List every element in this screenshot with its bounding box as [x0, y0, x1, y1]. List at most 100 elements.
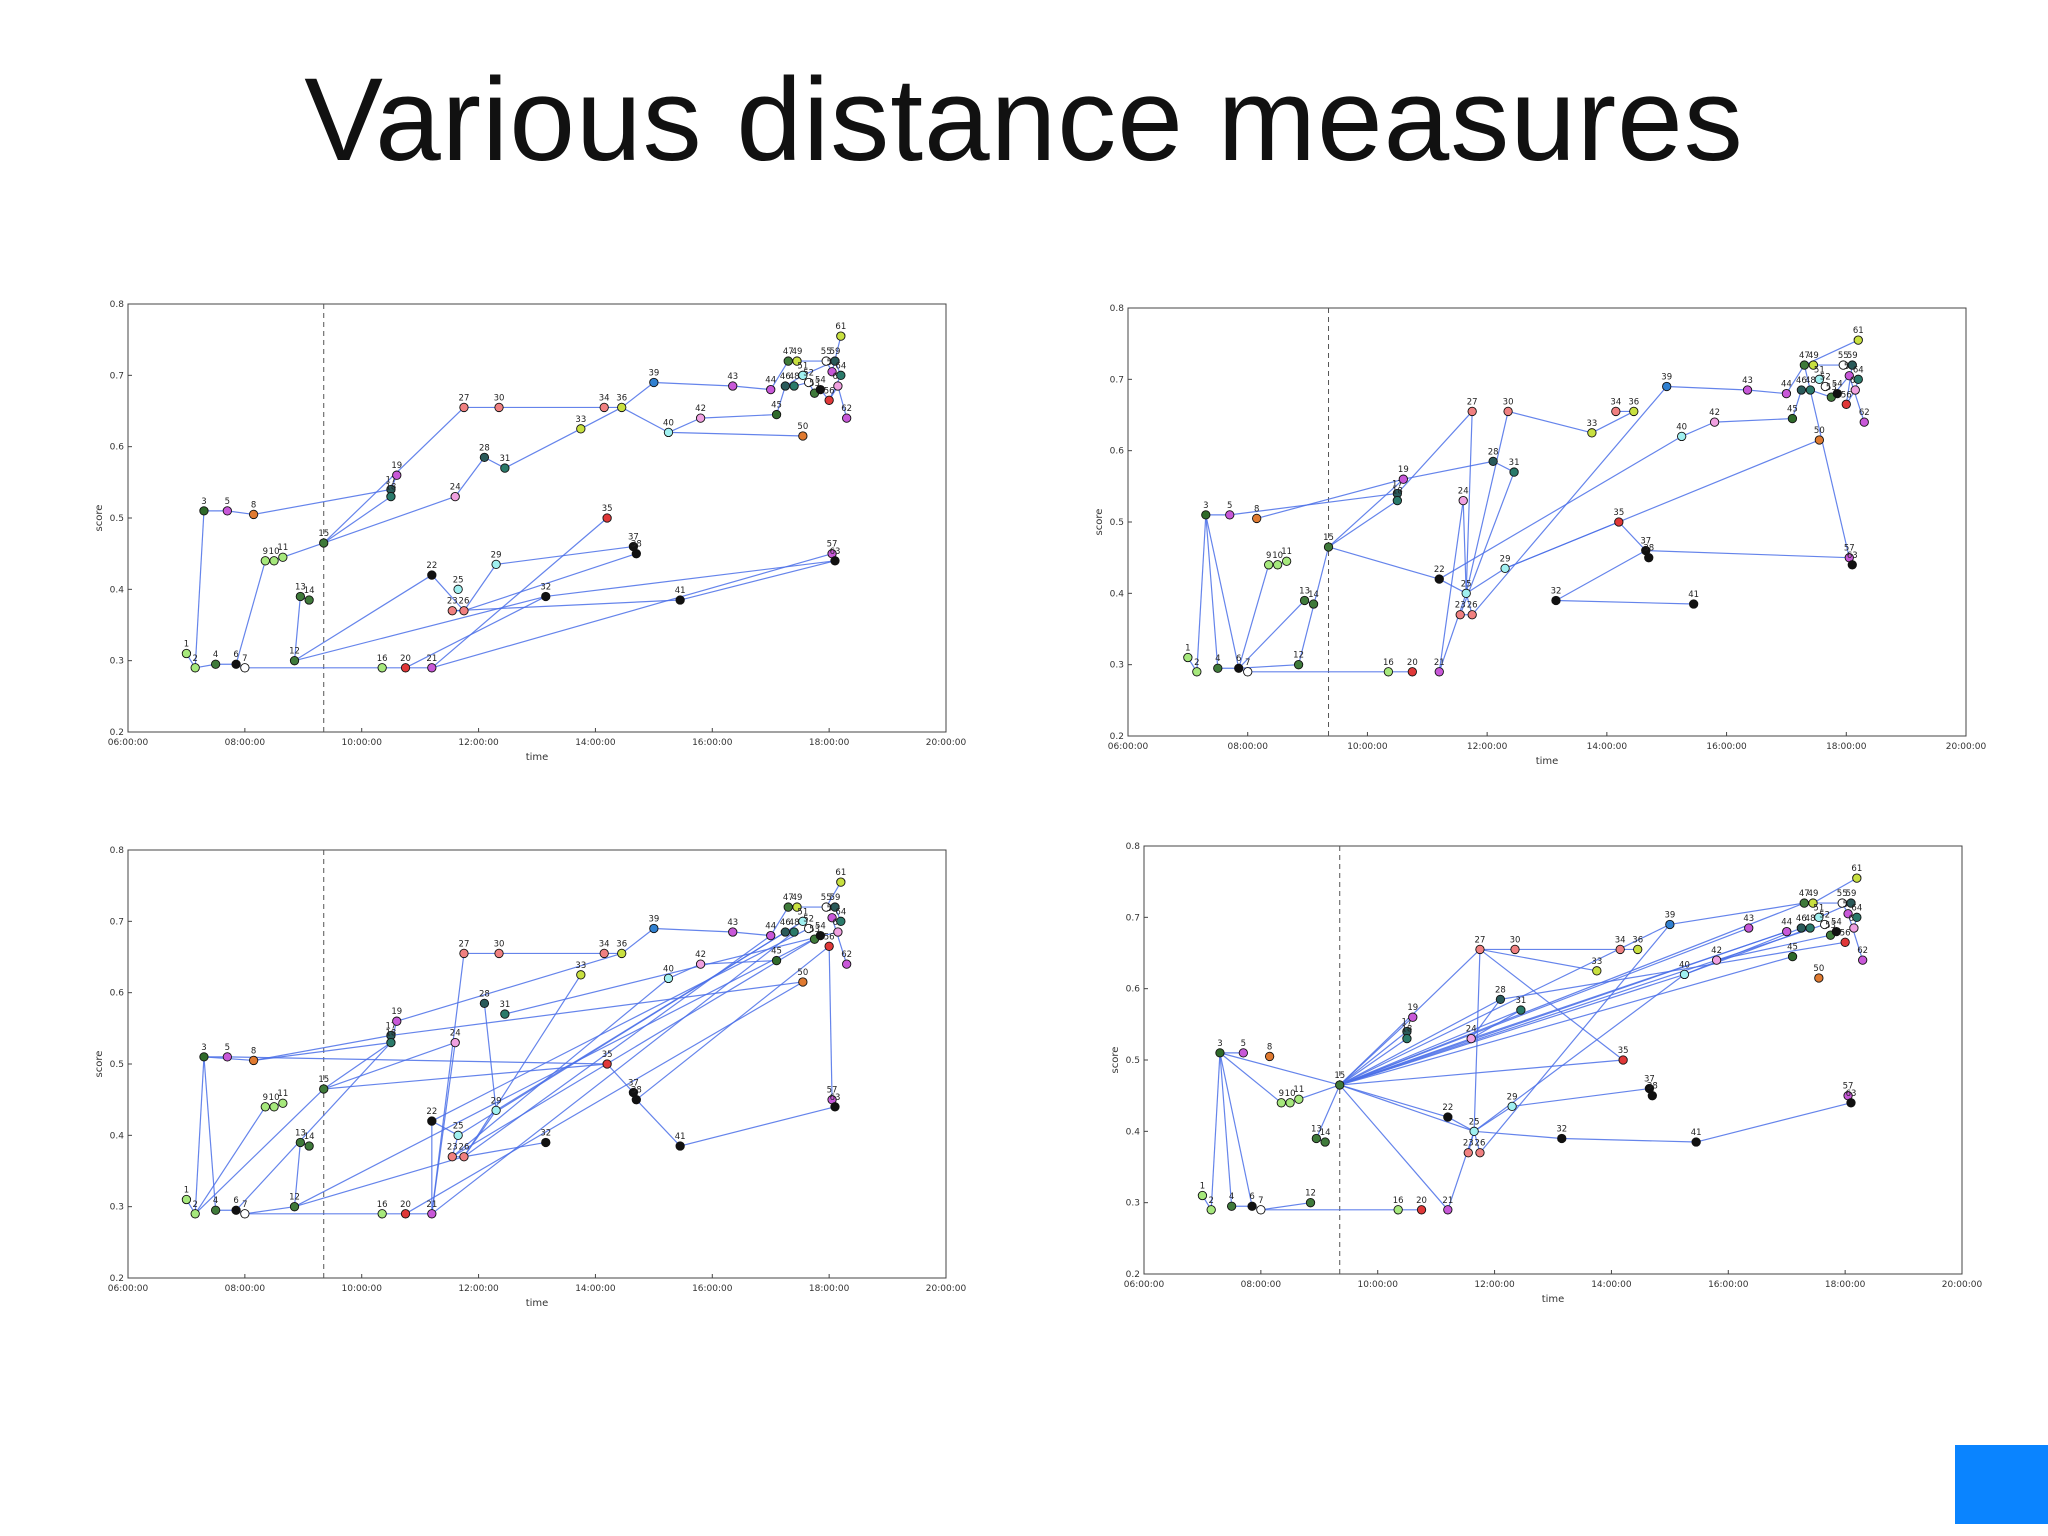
data-point	[766, 930, 776, 941]
y-tick-label: 0.3	[1110, 661, 1124, 671]
data-point	[695, 959, 706, 969]
corner-action-button[interactable]	[1955, 1445, 2048, 1524]
data-point	[541, 591, 551, 602]
data-point	[1808, 360, 1819, 370]
link-line	[1447, 1131, 1475, 1210]
data-point	[1320, 1137, 1330, 1147]
link-line	[668, 431, 803, 437]
link-line	[1473, 949, 1481, 1132]
link-line	[680, 560, 836, 601]
data-point	[1711, 955, 1722, 965]
data-point	[804, 923, 814, 934]
data-point	[1488, 456, 1498, 467]
link-line	[463, 564, 497, 612]
data-point	[453, 584, 463, 594]
point-label: 44	[765, 376, 776, 386]
link-line	[253, 1042, 392, 1062]
data-point	[602, 513, 612, 523]
link-line	[1791, 389, 1802, 419]
data-point	[427, 570, 437, 580]
x-tick-label: 20:00:00	[1942, 1280, 1983, 1290]
point-label: 1	[184, 1186, 189, 1196]
data-point	[830, 1102, 840, 1112]
point-label: 43	[727, 918, 738, 928]
data-point	[1611, 406, 1621, 417]
data-point	[1665, 919, 1675, 930]
link-line	[452, 599, 681, 612]
plot-frame	[1143, 845, 1963, 1275]
point-label: 30	[494, 393, 505, 403]
point-label: 44	[1781, 380, 1792, 390]
data-point	[1469, 1126, 1479, 1136]
point-label: 34	[599, 939, 610, 949]
data-point	[1799, 360, 1810, 370]
data-point	[500, 463, 510, 473]
data-point	[783, 356, 793, 366]
link-line	[1561, 1137, 1697, 1143]
point-label: 29	[1500, 554, 1511, 564]
point-label: 40	[1676, 422, 1687, 432]
link-line	[1500, 941, 1846, 1000]
data-point	[792, 356, 802, 366]
data-point	[1787, 413, 1798, 424]
data-point	[1215, 1048, 1225, 1058]
link-line	[294, 935, 821, 1208]
chart-bottom-right: 0.2 0.3 0.4 0.5 0.6 0.7 0.8 06:00:00 08:00:00 10:…	[1110, 842, 1983, 1305]
data-point	[260, 556, 270, 566]
data-point	[1679, 969, 1690, 980]
link-line	[253, 488, 392, 516]
point-label: 46	[1796, 376, 1807, 386]
data-point	[427, 1209, 437, 1219]
data-point	[576, 970, 586, 980]
point-label: 48	[789, 918, 800, 928]
data-point	[1463, 1148, 1473, 1158]
point-label: 50	[797, 422, 808, 432]
point-label: 39	[648, 368, 659, 378]
point-label: 26	[459, 1143, 470, 1153]
point-label: 27	[1467, 397, 1478, 407]
data-point	[222, 1052, 232, 1062]
data-point	[1796, 923, 1806, 933]
data-point	[491, 1105, 501, 1116]
data-point	[766, 384, 776, 395]
point-label: 23	[1463, 1139, 1474, 1149]
link-line	[825, 881, 842, 908]
data-point	[1299, 595, 1310, 606]
point-label: 35	[1613, 508, 1624, 518]
point-label: 23	[447, 597, 458, 607]
data-point	[1662, 381, 1672, 392]
data-point	[728, 381, 738, 391]
x-tick-label: 18:00:00	[809, 1284, 850, 1294]
data-point	[459, 1152, 469, 1162]
point-label: 24	[450, 1029, 461, 1039]
chart-bottom-left: 0.2 0.3 0.4 0.5 0.6 0.7 0.8 06:00:00 08:00:00 10:…	[94, 846, 966, 1309]
data-point	[222, 506, 232, 516]
link-line	[1238, 600, 1306, 669]
data-point	[663, 427, 674, 438]
point-label: 47	[783, 893, 794, 903]
link-line	[635, 1099, 681, 1147]
link-line	[194, 1106, 266, 1215]
point-label: 4	[213, 1196, 218, 1206]
data-point	[1335, 1080, 1345, 1090]
point-label: 3	[201, 497, 206, 507]
data-point	[1475, 944, 1485, 955]
point-label: 9	[1279, 1089, 1284, 1099]
link-line	[1714, 417, 1793, 423]
y-tick-label: 0.2	[1126, 1270, 1140, 1280]
link-line	[294, 595, 546, 662]
link-line	[1438, 578, 1467, 594]
link-line	[545, 560, 836, 598]
link-line	[1438, 500, 1464, 672]
point-label: 13	[295, 1128, 306, 1138]
point-label: 28	[1488, 447, 1499, 457]
data-point	[1782, 926, 1792, 937]
link-line	[194, 1056, 205, 1214]
link-line	[1339, 923, 1671, 1086]
point-label: 3	[1203, 501, 1208, 511]
data-point	[1840, 937, 1850, 947]
data-point	[631, 549, 641, 559]
point-label: 29	[491, 1096, 502, 1106]
data-point	[248, 509, 259, 520]
point-label: 21	[426, 654, 437, 664]
